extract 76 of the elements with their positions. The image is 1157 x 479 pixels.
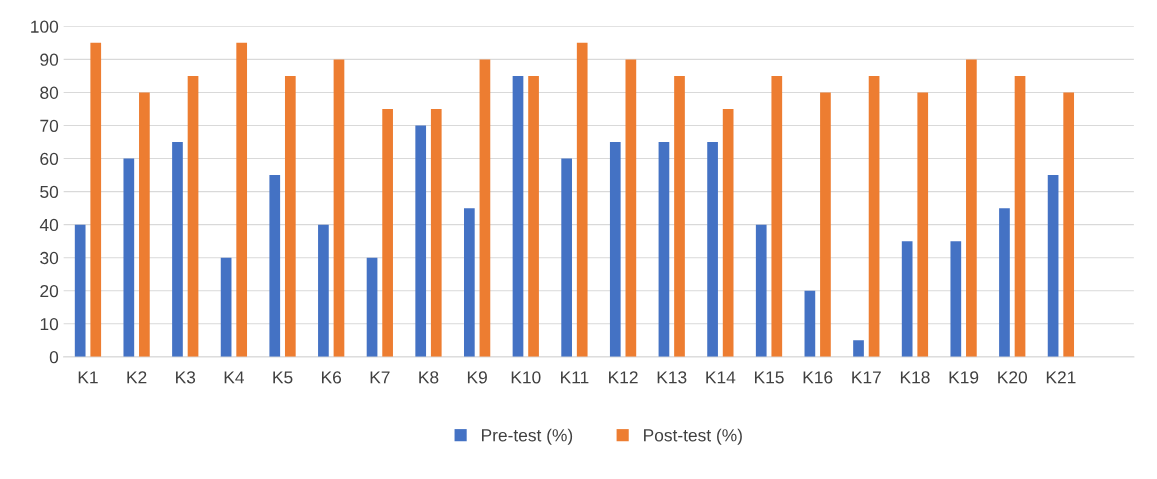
bar <box>269 175 281 357</box>
legend-label: Post-test (%) <box>644 428 742 445</box>
bar <box>722 108 734 357</box>
bar <box>625 59 637 357</box>
bar <box>90 42 102 357</box>
bar <box>950 241 962 357</box>
bar <box>74 224 86 357</box>
bar <box>139 92 150 357</box>
bar <box>755 224 767 357</box>
x-tick-label: K16 <box>803 371 833 384</box>
y-tick-label: 0 <box>49 351 59 364</box>
bar <box>674 75 685 357</box>
x-tick-label: K7 <box>370 371 390 384</box>
bar <box>464 208 475 357</box>
bar <box>1063 92 1075 357</box>
y-tick-label: 60 <box>40 152 59 166</box>
bar <box>187 75 199 357</box>
bar <box>917 92 929 357</box>
bar <box>236 42 248 357</box>
bar <box>901 241 913 357</box>
x-tick-label: K15 <box>754 371 784 384</box>
bar <box>528 75 539 357</box>
bar <box>1014 75 1026 357</box>
bar <box>999 208 1010 357</box>
y-tick-label: 100 <box>31 20 59 33</box>
y-tick-label: 50 <box>40 185 59 199</box>
bar <box>512 75 524 357</box>
x-tick-label: K9 <box>467 371 487 384</box>
x-tick-label: K18 <box>900 371 930 384</box>
y-tick-label: 30 <box>40 251 59 265</box>
x-tick-label: K4 <box>224 371 245 384</box>
x-tick-label: K10 <box>511 371 541 384</box>
x-tick-label: K14 <box>706 371 736 384</box>
bar <box>707 142 718 357</box>
x-tick-label: K6 <box>322 371 342 384</box>
y-tick-label: 70 <box>40 119 59 132</box>
bar <box>220 257 232 357</box>
bar <box>284 75 296 357</box>
y-tick-label: 90 <box>40 53 59 66</box>
bar <box>172 142 183 357</box>
x-tick-label: K5 <box>273 371 293 384</box>
bar <box>966 59 977 357</box>
bar <box>366 257 378 357</box>
y-tick-label: 80 <box>40 86 59 99</box>
x-tick-label: K3 <box>176 371 196 384</box>
bar <box>382 108 393 357</box>
bar <box>333 59 345 357</box>
y-tick-label: 40 <box>39 218 59 232</box>
x-tick-label: K17 <box>852 371 881 384</box>
bar <box>853 340 864 357</box>
bar <box>415 125 427 357</box>
bar <box>609 142 621 357</box>
x-tick-label: K19 <box>949 371 979 384</box>
bar <box>820 92 831 357</box>
x-tick-label: K11 <box>561 371 589 384</box>
bar <box>868 75 880 357</box>
bar <box>479 59 491 357</box>
x-tick-label: K8 <box>419 371 439 384</box>
bar <box>771 75 783 357</box>
bar <box>561 158 572 357</box>
bar <box>318 224 329 357</box>
x-tick-label: K2 <box>127 371 147 384</box>
y-tick-label: 10 <box>40 317 59 331</box>
x-tick-label: K20 <box>998 371 1028 384</box>
x-tick-label: K12 <box>609 371 638 384</box>
bar <box>123 158 135 357</box>
bar <box>576 42 588 357</box>
x-tick-label: K21 <box>1046 371 1076 384</box>
bar <box>658 142 670 357</box>
legend-label: Pre-test (%) <box>482 428 573 445</box>
x-tick-label: K1 <box>78 371 98 384</box>
bar <box>1047 175 1059 357</box>
bar <box>804 290 816 357</box>
bar <box>430 108 442 357</box>
y-tick-label: 20 <box>40 284 59 298</box>
x-tick-label: K13 <box>657 371 687 384</box>
